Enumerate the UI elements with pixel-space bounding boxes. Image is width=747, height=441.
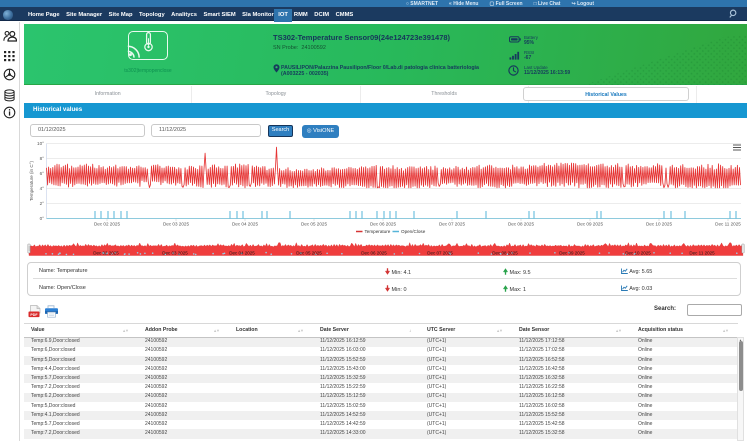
svg-text:8°: 8° [40,156,45,161]
svg-text:Dec 10 2025: Dec 10 2025 [625,250,651,255]
svg-text:Dec 03 2025: Dec 03 2025 [162,250,188,255]
svg-text:Dec 04 2025: Dec 04 2025 [232,222,258,227]
svg-text:0°: 0° [40,216,45,221]
svg-text:2°: 2° [40,201,45,206]
svg-text:Dec 09 2025: Dec 09 2025 [577,222,603,227]
svg-text:Dec 04 2025: Dec 04 2025 [229,250,255,255]
svg-text:Dec 05 2025: Dec 05 2025 [296,250,322,255]
svg-text:Dec 03 2025: Dec 03 2025 [163,222,189,227]
svg-text:Temperature: Temperature [365,229,391,234]
svg-text:Dec 08 2025: Dec 08 2025 [492,250,518,255]
svg-text:Dec 02 2025: Dec 02 2025 [93,250,119,255]
svg-text:Dec 11 2025: Dec 11 2025 [689,250,715,255]
svg-text:10°: 10° [37,141,44,146]
svg-text:Dec 06 2025: Dec 06 2025 [370,222,396,227]
svg-text:Dec 09 2025: Dec 09 2025 [559,250,585,255]
svg-text:4°: 4° [40,186,45,191]
svg-text:Dec 08 2025: Dec 08 2025 [508,222,534,227]
svg-text:Dec 07 2025: Dec 07 2025 [427,250,453,255]
svg-text:Open/Close: Open/Close [401,229,426,234]
svg-text:6°: 6° [40,171,45,176]
svg-text:Dec 02 2025: Dec 02 2025 [94,222,120,227]
svg-text:Dec 10 2025: Dec 10 2025 [646,222,672,227]
svg-text:Dec 05 2025: Dec 05 2025 [301,222,327,227]
svg-text:Temperature (in C°): Temperature (in C°) [29,160,34,201]
svg-text:Dec 06 2025: Dec 06 2025 [361,250,387,255]
svg-text:Dec 11 2025: Dec 11 2025 [715,222,741,227]
svg-text:PDF: PDF [30,313,38,317]
svg-text:Dec 07 2025: Dec 07 2025 [439,222,465,227]
